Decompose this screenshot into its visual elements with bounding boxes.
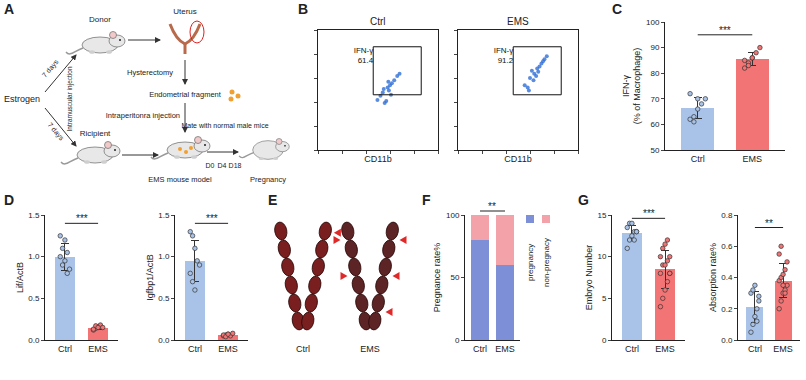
svg-text:Lif/ActB: Lif/ActB [15,262,25,293]
svg-text:EMS: EMS [743,154,763,164]
svg-text:F: F [422,192,431,208]
svg-text:**: ** [488,201,496,212]
svg-text:D: D [4,192,14,208]
svg-text:Hysterectomy: Hysterectomy [127,68,173,77]
svg-text:0.0: 0.0 [28,336,40,345]
svg-text:5: 5 [602,294,607,303]
svg-text:80: 80 [650,69,659,78]
svg-text:E: E [268,192,277,208]
svg-text:A: A [4,1,14,17]
svg-text:B: B [298,1,308,17]
svg-text:IFN-γ61.4: IFN-γ61.4 [354,46,374,65]
svg-text:Pregnancy: Pregnancy [250,175,286,184]
svg-text:1.5: 1.5 [158,211,170,220]
svg-text:EMS: EMS [495,344,515,354]
svg-text:IFN-γ91.2: IFN-γ91.2 [494,46,514,65]
svg-text:1.0: 1.0 [158,252,170,261]
svg-text:EMS mouse model: EMS mouse model [148,175,212,184]
svg-text:***: *** [76,213,88,224]
svg-text:10: 10 [597,252,606,261]
svg-text:1.5: 1.5 [28,211,40,220]
svg-text:60: 60 [650,120,659,129]
svg-text:0.8: 0.8 [721,211,733,220]
svg-text:Intraperitonra injection: Intraperitonra injection [106,111,180,120]
svg-text:1.0: 1.0 [28,252,40,261]
svg-text:non-pregnacy: non-pregnacy [542,238,551,287]
svg-text:EMS: EMS [507,16,529,27]
svg-text:***: *** [719,25,731,36]
svg-text:EMS: EMS [773,344,793,354]
svg-text:Ctrl: Ctrl [691,154,705,164]
svg-text:0.4: 0.4 [721,273,733,282]
svg-text:15: 15 [597,211,606,220]
svg-text:Embryo Number: Embryo Number [584,245,594,311]
svg-text:Endometrial fragment: Endometrial fragment [149,90,222,99]
svg-text:70: 70 [650,95,659,104]
svg-text:100: 100 [446,211,460,220]
svg-text:***: *** [643,208,655,219]
svg-text:Uterus: Uterus [173,7,197,16]
svg-text:EMS: EMS [88,344,108,354]
svg-text:Intramuscular injection: Intramuscular injection [66,66,74,131]
svg-text:Absorption rate%: Absorption rate% [708,243,718,312]
svg-text:Ctrl: Ctrl [188,344,202,354]
svg-text:Ctrl: Ctrl [58,344,72,354]
svg-text:90: 90 [650,43,659,52]
svg-text:0: 0 [455,336,460,345]
svg-text:Ctrl: Ctrl [296,344,310,354]
svg-text:Ctrl: Ctrl [473,344,487,354]
svg-text:pregnancy: pregnancy [526,244,535,281]
svg-text:0.5: 0.5 [158,294,170,303]
svg-text:D0: D0 [206,162,215,169]
svg-text:50: 50 [450,273,459,282]
svg-text:0: 0 [602,336,607,345]
svg-text:IFN-γ(% of Macrophage): IFN-γ(% of Macrophage) [621,48,643,125]
svg-text:0.0: 0.0 [158,336,170,345]
svg-text:0.5: 0.5 [28,294,40,303]
svg-text:Ctrl: Ctrl [748,344,762,354]
svg-text:EMS: EMS [360,344,380,354]
svg-text:50: 50 [650,146,659,155]
svg-text:C: C [612,1,622,17]
svg-text:D18: D18 [229,162,242,169]
svg-text:100: 100 [646,18,660,27]
svg-text:0.6: 0.6 [721,242,733,251]
svg-text:7 days: 7 days [46,121,66,142]
svg-text:**: ** [765,218,773,229]
svg-text:CD11b: CD11b [364,154,391,164]
svg-text:Igfbp1/ActB: Igfbp1/ActB [145,254,155,301]
svg-text:0.0: 0.0 [721,336,733,345]
svg-text:Estrogen: Estrogen [4,94,40,104]
svg-text:Donor: Donor [89,15,111,24]
svg-text:EMS: EMS [655,344,675,354]
svg-text:Mate with normal male mice: Mate with normal male mice [181,122,268,129]
svg-text:***: *** [206,213,218,224]
svg-text:D4: D4 [218,162,227,169]
svg-text:0.2: 0.2 [721,305,733,314]
svg-text:7 days: 7 days [41,58,61,79]
svg-text:Ctrl: Ctrl [370,16,386,27]
svg-text:CD11b: CD11b [504,154,531,164]
svg-text:Ricipient: Ricipient [80,129,111,138]
svg-text:EMS: EMS [218,344,238,354]
svg-text:Pregnance rate%: Pregnance rate% [432,243,442,313]
svg-text:Ctrl: Ctrl [625,344,639,354]
svg-text:G: G [578,192,589,208]
